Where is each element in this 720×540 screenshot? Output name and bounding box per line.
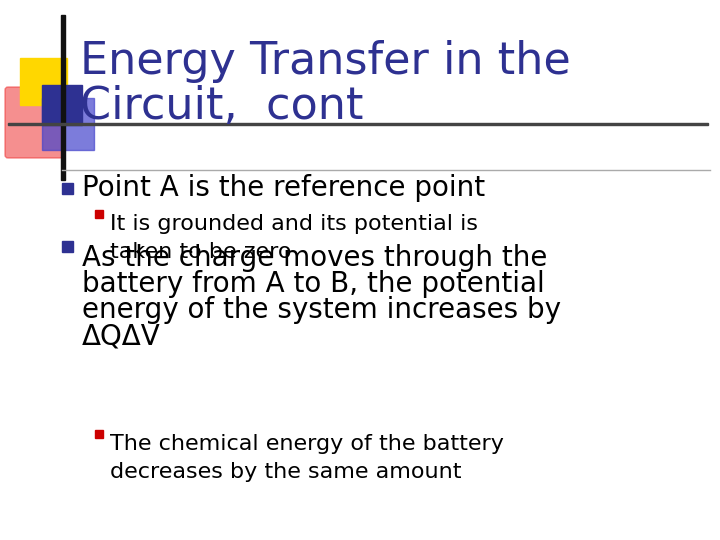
Bar — [42, 98, 94, 150]
Bar — [61, 15, 65, 180]
Text: The chemical energy of the battery
decreases by the same amount: The chemical energy of the battery decre… — [110, 434, 504, 482]
Bar — [95, 210, 103, 218]
Text: Energy Transfer in the: Energy Transfer in the — [80, 40, 571, 83]
Text: It is grounded and its potential is
taken to be zero: It is grounded and its potential is take… — [110, 214, 478, 262]
Text: energy of the system increases by: energy of the system increases by — [82, 296, 561, 324]
Text: ΔQΔV: ΔQΔV — [82, 322, 161, 350]
Bar — [62, 183, 73, 194]
Bar — [20, 58, 67, 105]
Bar — [42, 85, 82, 125]
FancyBboxPatch shape — [5, 87, 63, 158]
Text: As the charge moves through the: As the charge moves through the — [82, 244, 547, 272]
Text: battery from A to B, the potential: battery from A to B, the potential — [82, 270, 545, 298]
Text: Point A is the reference point: Point A is the reference point — [82, 174, 485, 202]
Bar — [8, 123, 708, 125]
Bar — [62, 241, 73, 252]
Bar — [95, 430, 103, 438]
Text: Circuit,  cont: Circuit, cont — [80, 85, 364, 128]
